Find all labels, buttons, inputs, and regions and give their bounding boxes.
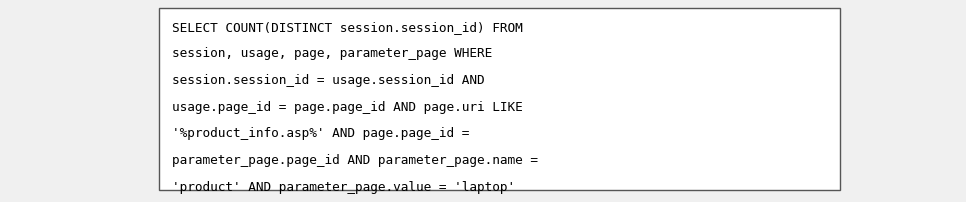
FancyBboxPatch shape — [159, 8, 840, 190]
Text: 'product' AND parameter_page.value = 'laptop': 'product' AND parameter_page.value = 'la… — [172, 181, 515, 194]
Text: usage.page_id = page.page_id AND page.uri LIKE: usage.page_id = page.page_id AND page.ur… — [172, 101, 523, 114]
Text: '%product_info.asp%' AND page.page_id =: '%product_info.asp%' AND page.page_id = — [172, 127, 469, 140]
Text: parameter_page.page_id AND parameter_page.name =: parameter_page.page_id AND parameter_pag… — [172, 154, 538, 167]
Text: session.session_id = usage.session_id AND: session.session_id = usage.session_id AN… — [172, 74, 485, 87]
Text: session, usage, page, parameter_page WHERE: session, usage, page, parameter_page WHE… — [172, 47, 493, 60]
Text: SELECT COUNT(DISTINCT session.session_id) FROM: SELECT COUNT(DISTINCT session.session_id… — [172, 21, 523, 34]
